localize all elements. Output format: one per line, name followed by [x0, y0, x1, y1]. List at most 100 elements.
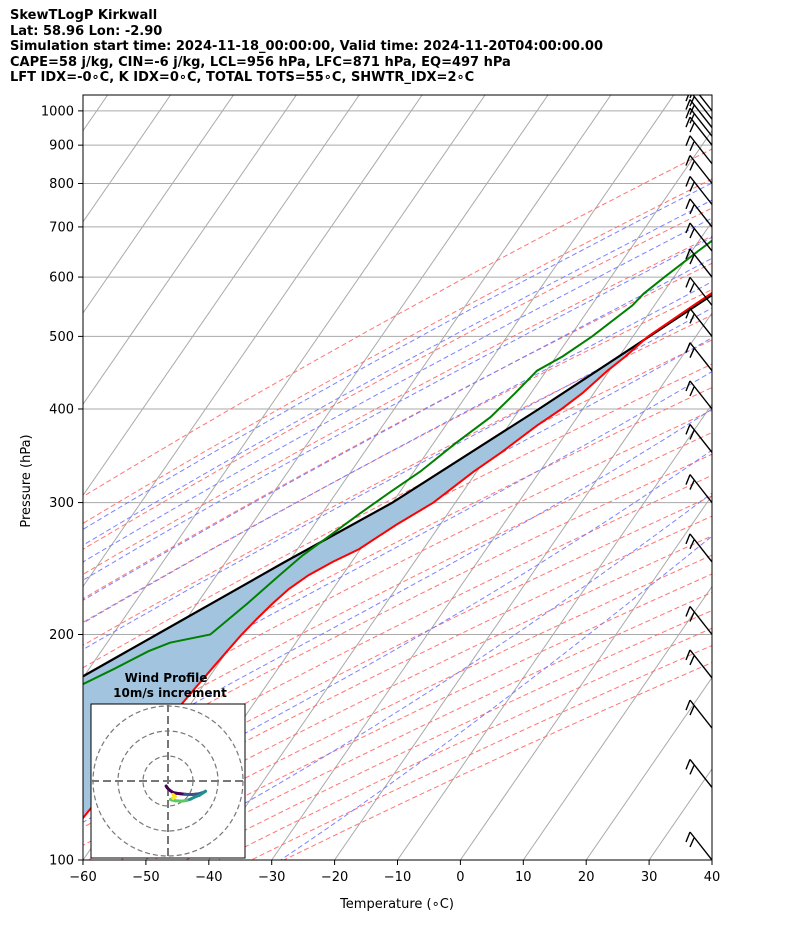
- dry-adiabat: [83, 453, 712, 772]
- moist-adiabat: [83, 182, 712, 530]
- axis-layer: −60 −50 −40 −30 −20 −10 0 10 20 30 40 100 200 300 400 5…: [41, 104, 720, 885]
- isotherm: [83, 95, 234, 314]
- y-tick-label: 400: [49, 402, 74, 417]
- dry-adiabat: [283, 662, 712, 860]
- wind-barb-feather: [685, 95, 690, 102]
- wind-barb-feather: [689, 386, 695, 397]
- wind-barb-feather: [689, 655, 695, 666]
- dry-adiabat: [83, 386, 712, 712]
- x-axis-label: Temperature (∘C): [339, 897, 454, 912]
- wind-barb-staff: [689, 155, 712, 184]
- wind-barb-feather: [689, 182, 695, 192]
- wind-barb-feather: [685, 155, 691, 166]
- isotherm: [585, 676, 712, 860]
- wind-barb-feather: [685, 533, 691, 545]
- wind-barb-feather: [689, 122, 695, 133]
- isotherm: [83, 95, 297, 406]
- dry-adiabat: [83, 314, 712, 646]
- wind-barb-feather: [689, 161, 695, 171]
- wind-barb-feather: [689, 204, 695, 215]
- wind-barb-feather: [689, 95, 693, 99]
- chart-title: SkewTLogP Kirkwall: [10, 8, 158, 23]
- wind-barb-feather: [685, 99, 691, 110]
- wind-barb-feather: [689, 480, 695, 490]
- wind-barb-staff: [689, 307, 712, 337]
- y-tick-label: 200: [49, 628, 74, 643]
- isotherm: [711, 859, 712, 860]
- wind-barb-staff: [689, 248, 712, 278]
- dry-adiabat: [250, 644, 712, 860]
- wind-barb-feather: [685, 198, 691, 210]
- dry-adiabat: [83, 148, 712, 498]
- wind-barb-staff: [689, 107, 712, 137]
- wind-barb: [685, 198, 712, 228]
- wind-barb-staff: [689, 198, 712, 228]
- wind-barb-feather: [685, 222, 691, 234]
- isotherm: [271, 221, 712, 860]
- hodograph-subtitle: 10m/s increment: [113, 686, 227, 700]
- wind-barb-staff: [689, 474, 712, 504]
- params-line-1: CAPE=58 j/kg, CIN=-6 j/kg, LCL=956 hPa, …: [10, 54, 511, 70]
- wind-barb-feather: [685, 699, 691, 711]
- dewpoint-profile-line: [83, 239, 712, 686]
- wind-barb-feather: [685, 135, 691, 147]
- dry-adiabat: [83, 431, 712, 752]
- wind-barb-feather: [685, 107, 691, 119]
- wind-barb-staff: [689, 699, 712, 729]
- wind-barb-feather: [689, 348, 695, 358]
- moist-adiabat: [83, 217, 712, 563]
- isotherm: [334, 312, 712, 860]
- wind-barb: [685, 831, 712, 860]
- wind-barb: [685, 155, 712, 184]
- y-tick-label: 500: [49, 330, 74, 345]
- wind-barb: [685, 423, 712, 453]
- dry-adiabat: [83, 289, 712, 623]
- hodograph-title: Wind Profile: [125, 671, 208, 685]
- wind-barb: [685, 248, 712, 278]
- params-line-2: LFT IDX=-0∘C, K IDX=0∘C, TOTAL TOTS=55∘C…: [10, 70, 475, 85]
- wind-barb-feather: [689, 228, 695, 239]
- dry-adiabat: [83, 262, 712, 600]
- y-tick-label: 800: [49, 177, 74, 192]
- wind-barb-feather: [685, 308, 691, 319]
- wind-barb-feather: [689, 612, 695, 622]
- dry-adiabat: [83, 535, 712, 846]
- moist-adiabat: [83, 257, 712, 601]
- x-tick-label: −60: [69, 870, 96, 885]
- x-tick-label: −10: [384, 870, 411, 885]
- location-line: Lat: 58.96 Lon: -2.90: [10, 23, 163, 39]
- wind-barb-staff: [689, 222, 712, 252]
- x-tick-label: 30: [641, 870, 658, 885]
- wind-barb: [685, 176, 712, 205]
- wind-barb-staff: [689, 423, 712, 453]
- wind-barb-feather: [689, 314, 695, 324]
- wind-barb: [685, 649, 712, 679]
- wind-barb-feather: [689, 765, 695, 775]
- isotherm: [775, 95, 794, 860]
- y-tick-label: 1000: [41, 104, 74, 119]
- y-tick-label: 100: [49, 854, 74, 869]
- wind-barb: [685, 533, 712, 563]
- wind-barb-feather: [689, 705, 695, 716]
- wind-barb-feather: [685, 831, 691, 843]
- wind-barb: [685, 276, 712, 306]
- hodograph-plot: [91, 704, 245, 858]
- isotherm: [459, 494, 712, 860]
- x-tick-label: −40: [195, 870, 222, 885]
- wind-barb-feather: [685, 277, 691, 288]
- wind-barb-feather: [689, 430, 695, 440]
- x-tick-label: −30: [258, 870, 285, 885]
- wind-barb-feather: [685, 176, 691, 187]
- wind-barb-feather: [685, 759, 691, 770]
- wind-barb-staff: [692, 95, 712, 120]
- wind-barb-staff: [689, 758, 712, 788]
- x-tick-label: 40: [704, 870, 721, 885]
- wind-barb-feather: [685, 342, 691, 353]
- wind-barb-staff: [698, 95, 712, 112]
- wind-barb: [685, 342, 712, 372]
- chart-header: SkewTLogP Kirkwall Lat: 58.96 Lon: -2.90…: [10, 8, 603, 86]
- moist-adiabat: [83, 370, 712, 720]
- wind-barb-feather: [689, 539, 695, 550]
- wind-barb-feather: [689, 283, 695, 293]
